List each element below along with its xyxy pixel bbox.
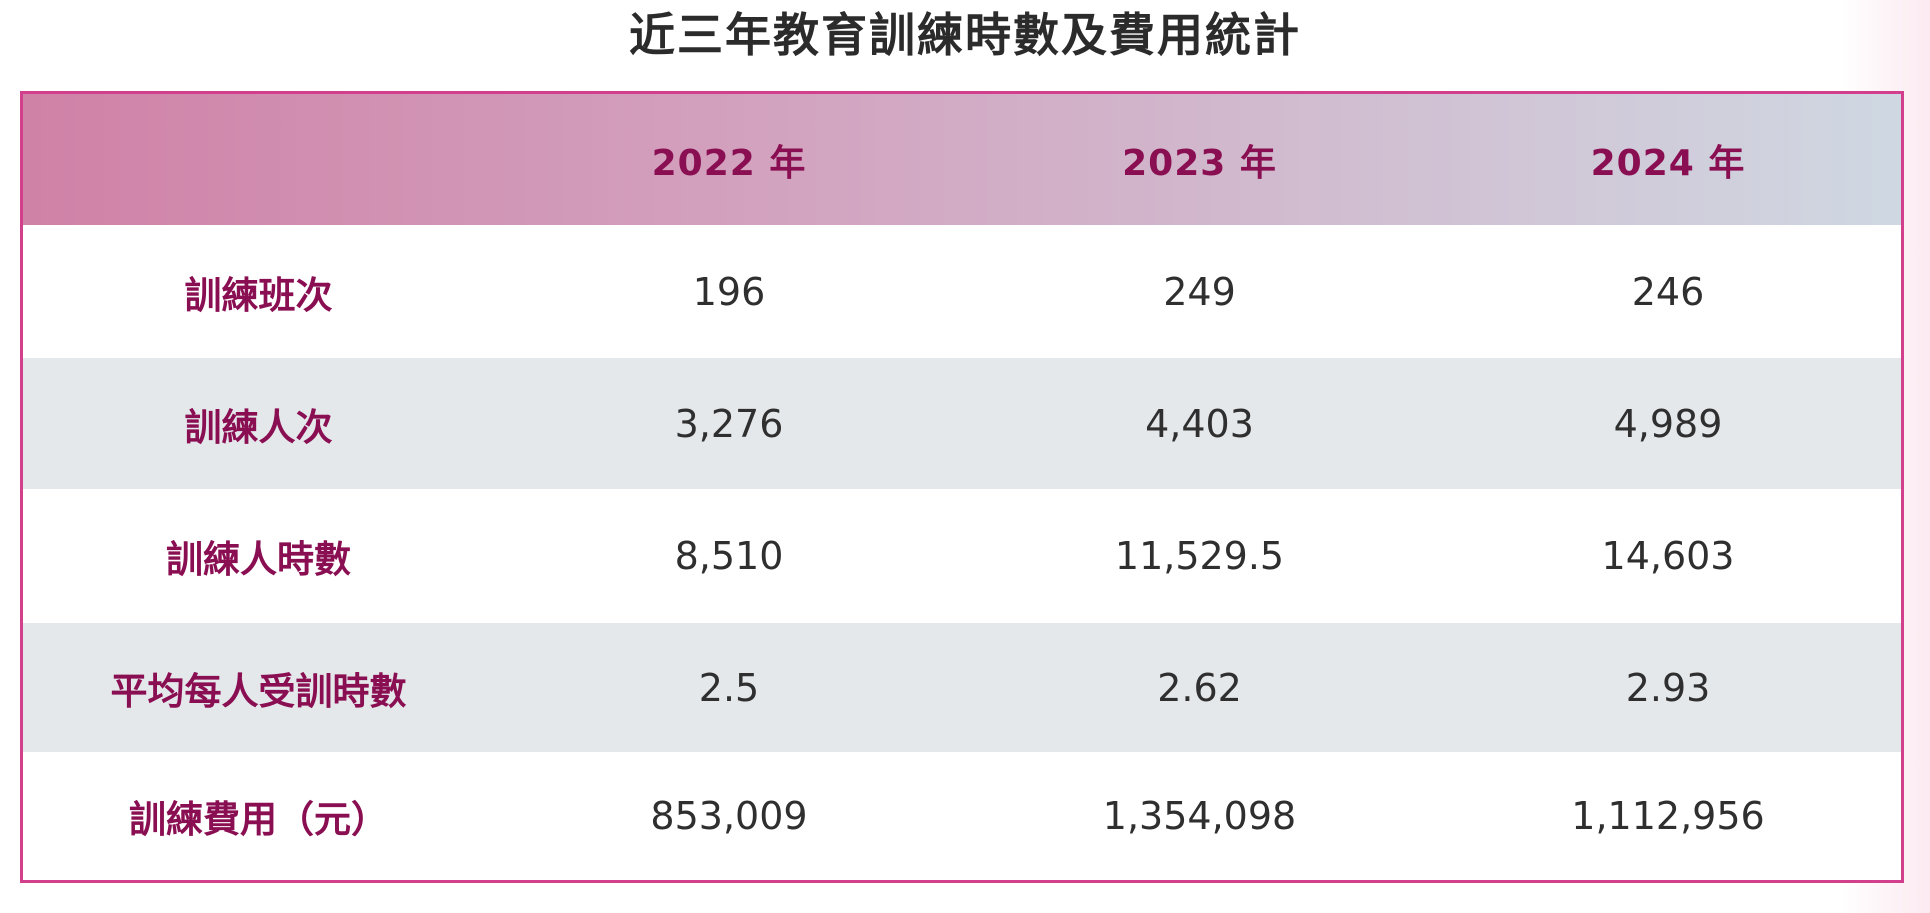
page-title: 近三年教育訓練時數及費用統計 — [629, 8, 1301, 62]
header-year-2024: 2024 年 — [1435, 94, 1901, 225]
cell-value: 853,009 — [650, 794, 808, 838]
row-label-cell: 訓練班次 — [23, 225, 494, 358]
header-year-label: 2024 年 — [1590, 142, 1746, 184]
value-cell: 4,403 — [964, 358, 1435, 489]
row-label-cell: 訓練人時數 — [23, 489, 494, 623]
cell-value: 4,989 — [1613, 401, 1723, 446]
row-label: 訓練人次 — [184, 405, 333, 449]
value-cell: 2.5 — [494, 623, 964, 752]
value-cell: 1,354,098 — [964, 752, 1435, 880]
cell-value: 1,354,098 — [1102, 794, 1297, 838]
cell-value: 8,510 — [674, 534, 784, 578]
value-cell: 8,510 — [494, 489, 964, 623]
cell-value: 2.62 — [1157, 665, 1242, 710]
table-header-row: 2022 年 2023 年 2024 年 — [23, 94, 1901, 225]
row-label: 平均每人受訓時數 — [110, 669, 407, 713]
value-cell: 2.93 — [1435, 623, 1901, 752]
row-label-cell: 訓練費用（元） — [23, 752, 494, 880]
value-cell: 14,603 — [1435, 489, 1901, 623]
table-row: 訓練費用（元） 853,009 1,354,098 1,112,956 — [23, 752, 1901, 880]
cell-value: 196 — [692, 269, 766, 314]
cell-value: 246 — [1631, 269, 1705, 314]
table-row: 訓練人次 3,276 4,403 4,989 — [23, 358, 1901, 489]
value-cell: 4,989 — [1435, 358, 1901, 489]
header-year-label: 2022 年 — [651, 142, 807, 184]
value-cell: 853,009 — [494, 752, 964, 880]
row-label-cell: 平均每人受訓時數 — [23, 623, 494, 752]
cell-value: 4,403 — [1145, 401, 1254, 446]
value-cell: 1,112,956 — [1435, 752, 1901, 880]
header-year-2022: 2022 年 — [494, 94, 964, 225]
cell-value: 14,603 — [1601, 534, 1735, 578]
header-year-label: 2023 年 — [1122, 142, 1277, 184]
statistics-table: 2022 年 2023 年 2024 年 訓練班次 196 249 246 訓練… — [20, 91, 1904, 883]
header-year-2023: 2023 年 — [964, 94, 1435, 225]
table-row: 平均每人受訓時數 2.5 2.62 2.93 — [23, 623, 1901, 752]
cell-value: 3,276 — [674, 401, 784, 446]
value-cell: 196 — [494, 225, 964, 358]
value-cell: 3,276 — [494, 358, 964, 489]
cell-value: 1,112,956 — [1571, 794, 1765, 838]
header-empty-cell — [23, 94, 494, 225]
table-row: 訓練人時數 8,510 11,529.5 14,603 — [23, 489, 1901, 623]
value-cell: 2.62 — [964, 623, 1435, 752]
value-cell: 11,529.5 — [964, 489, 1435, 623]
row-label-cell: 訓練人次 — [23, 358, 494, 489]
table-row: 訓練班次 196 249 246 — [23, 225, 1901, 358]
cell-value: 249 — [1163, 269, 1236, 314]
cell-value: 2.5 — [698, 665, 760, 710]
cell-value: 11,529.5 — [1114, 534, 1285, 578]
row-label: 訓練人時數 — [166, 538, 351, 581]
cell-value: 2.93 — [1625, 665, 1711, 710]
row-label: 訓練費用（元） — [129, 798, 388, 841]
row-label: 訓練班次 — [184, 273, 333, 317]
value-cell: 249 — [964, 225, 1435, 358]
value-cell: 246 — [1435, 225, 1901, 358]
